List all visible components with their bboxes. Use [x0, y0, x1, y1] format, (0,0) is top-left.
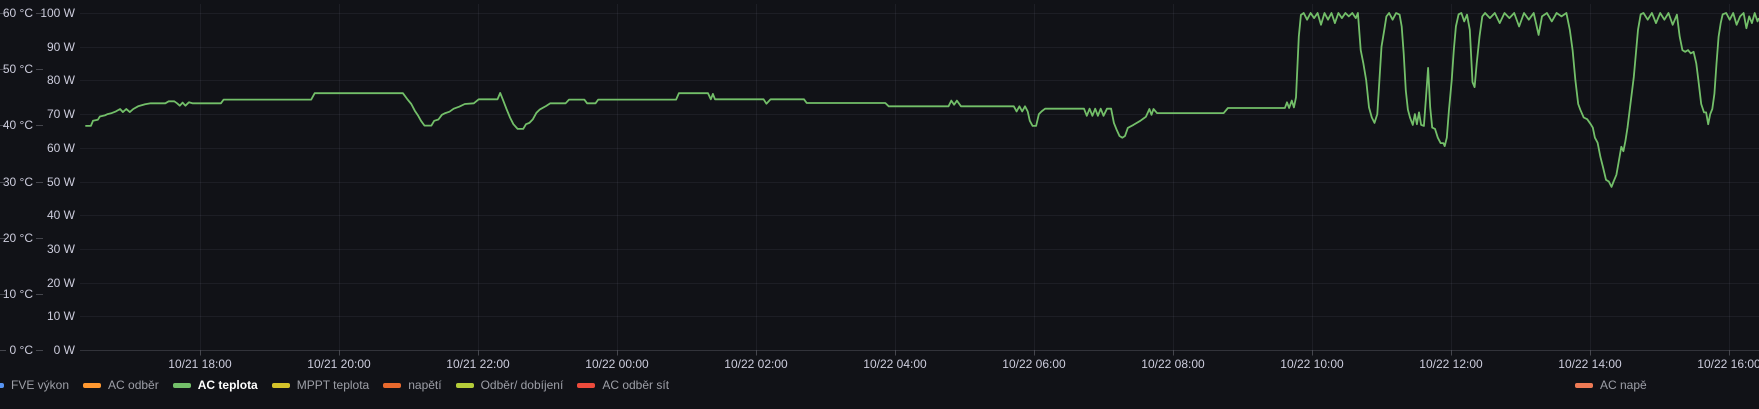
series-line-ac-teplota: [85, 12, 1759, 188]
y-axis-temp-label: 50 °C: [2, 62, 33, 77]
x-axis-time-label: 10/22 10:00: [1280, 357, 1344, 371]
legend-item-mppt-teplota[interactable]: MPPT teplota: [271, 377, 370, 393]
x-axis-time-label: 10/22 06:00: [1002, 357, 1066, 371]
legend-series-label: napětí: [408, 378, 442, 392]
y-axis-power-label: 90 W: [46, 39, 75, 54]
y-axis-power-label: 60 W: [46, 140, 75, 155]
x-axis-time-label: 10/22 08:00: [1141, 357, 1205, 371]
y-axis-temp-label: 0 °C: [9, 343, 33, 357]
x-axis-time-label: 10/21 22:00: [446, 357, 510, 371]
y-axis-power-label: 30 W: [46, 241, 75, 256]
legend-series-label: AC odběr: [108, 378, 159, 392]
y-axis-temp-label: 10 °C: [2, 286, 33, 301]
legend-series-label: AC teplota: [197, 378, 258, 392]
x-axis-time-label: 10/22 02:00: [724, 357, 788, 371]
legend-series-label: AC napě: [1600, 378, 1647, 392]
legend-series-color-dash: [83, 382, 102, 388]
y-axis-temp-label: 30 °C: [2, 174, 33, 189]
y-axis-power-label: 50 W: [46, 174, 75, 189]
x-axis-time-label: 10/21 18:00: [168, 357, 232, 371]
legend-series-color-dash: [455, 382, 474, 388]
y-axis-power-label: 10 W: [46, 309, 75, 324]
legend-left: FVE výkon AC odběr AC teplota MPPT teplota n…: [0, 377, 683, 393]
y-axis-power-label: 0 W: [53, 343, 75, 357]
legend-item-ac-odb-r[interactable]: AC odběr: [83, 377, 159, 393]
legend-series-label: FVE výkon: [11, 378, 70, 392]
x-axis-time-label: 10/22 16:00: [1697, 357, 1759, 371]
x-axis-time-label: 10/21 20:00: [307, 357, 371, 371]
y-axis-power-label: 100 W: [40, 6, 75, 20]
legend-item-ac-odb-r-s-t[interactable]: AC odběr sít: [577, 377, 669, 393]
legend-item-fve-v-kon[interactable]: FVE výkon: [0, 377, 69, 393]
y-axis-power-label: 20 W: [46, 275, 75, 290]
legend-series-color-dash: [1575, 382, 1593, 388]
y-axis-power-label: 70 W: [46, 107, 75, 122]
y-axis-temp-label: 40 °C: [2, 118, 33, 133]
legend-series-color-dash: [172, 382, 191, 388]
y-axis-temp-label: 60 °C: [2, 6, 33, 20]
legend-item-ac-teplota[interactable]: AC teplota: [172, 377, 258, 393]
x-axis-time-label: 10/22 04:00: [863, 357, 927, 371]
y-axis-power-label: 40 W: [46, 208, 75, 223]
x-axis-time-label: 10/22 12:00: [1419, 357, 1483, 371]
legend-series-color-dash: [577, 382, 596, 388]
legend-series-label: AC odběr sít: [602, 378, 670, 392]
x-axis-time-label: 10/22 14:00: [1558, 357, 1622, 371]
y-axis-temp-label: 20 °C: [2, 230, 33, 245]
legend-series-label: MPPT teplota: [296, 378, 370, 392]
legend-series-color-dash: [0, 382, 4, 388]
legend-item-nap-t-[interactable]: napětí: [383, 377, 442, 393]
legend-series-color-dash: [271, 382, 290, 388]
legend-series-color-dash: [383, 382, 402, 388]
legend-series-label: Odběr/ dobíjení: [480, 378, 564, 392]
x-axis-time-label: 10/22 00:00: [585, 357, 649, 371]
legend-item-odb-r-dob-jen-[interactable]: Odběr/ dobíjení: [455, 377, 564, 393]
legend-right: AC napě: [1575, 377, 1759, 393]
y-axis-power-label: 80 W: [46, 73, 75, 88]
legend-item-ac-nap-[interactable]: AC napě: [1575, 377, 1647, 393]
